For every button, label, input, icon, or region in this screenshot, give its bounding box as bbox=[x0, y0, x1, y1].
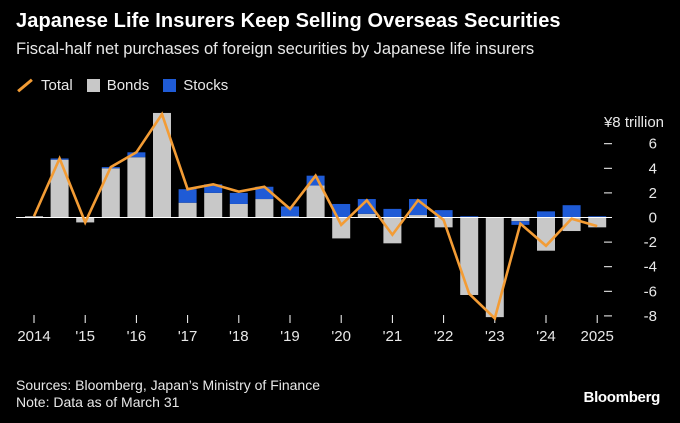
x-tick-label: '23 bbox=[485, 328, 505, 345]
chart-area: 6 4 2 0 -2 -4 -6 -8 2014 '15 '16 '17 '18 '19 '20 '21 '22… bbox=[16, 111, 664, 345]
stocks-bar bbox=[229, 192, 248, 204]
stocks-bar bbox=[434, 210, 453, 218]
bonds-bar bbox=[153, 112, 171, 218]
stocks-bar bbox=[588, 216, 607, 218]
bonds-bar bbox=[357, 213, 376, 218]
bonds-bar bbox=[383, 217, 402, 244]
legend-item-stocks: Stocks bbox=[163, 77, 228, 94]
x-tick-label: '15 bbox=[75, 328, 95, 345]
x-tick-label: 2025 bbox=[581, 328, 614, 345]
bonds-bar bbox=[460, 217, 479, 295]
axis-ticks: 6 4 2 0 -2 -4 -6 -8 2014 '15 '16 '17 '18 '19 '20 '21 '22… bbox=[17, 136, 657, 345]
bonds-bar bbox=[229, 203, 248, 218]
stocks-bar bbox=[127, 152, 146, 158]
chart-subtitle: Fiscal-half net purchases of foreign sec… bbox=[16, 40, 535, 58]
bonds-bar bbox=[127, 157, 146, 218]
bonds-bar bbox=[25, 216, 43, 218]
x-tick-label: '18 bbox=[229, 328, 249, 345]
bonds-bar bbox=[485, 217, 504, 318]
stocks-bar bbox=[204, 184, 223, 193]
y-tick-label: 2 bbox=[649, 185, 657, 202]
bonds-bar bbox=[281, 216, 299, 218]
x-tick-label: '20 bbox=[331, 328, 351, 345]
bonds-bar bbox=[306, 185, 325, 218]
bonds-bar bbox=[50, 159, 69, 218]
stocks-bar bbox=[281, 206, 299, 217]
bonds-bar bbox=[255, 199, 274, 218]
legend-line-swatch bbox=[17, 78, 33, 93]
sources-text: Sources: Bloomberg, Japan’s Ministry of … bbox=[16, 377, 320, 393]
y-tick-label: -6 bbox=[644, 283, 657, 300]
legend: Total Bonds Stocks bbox=[16, 77, 242, 94]
bonds-bar bbox=[332, 217, 351, 239]
total-series-line bbox=[32, 111, 598, 321]
bonds-bar bbox=[178, 202, 197, 218]
legend-label-stocks: Stocks bbox=[183, 77, 229, 94]
x-tick-label: '21 bbox=[383, 328, 403, 345]
x-tick-label: '19 bbox=[280, 328, 300, 345]
stocks-bar bbox=[562, 205, 581, 218]
legend-label-total: Total bbox=[41, 77, 73, 94]
bonds-bar bbox=[588, 217, 607, 228]
x-tick-label: '16 bbox=[127, 328, 147, 345]
y-tick-label: 0 bbox=[649, 210, 657, 227]
note-text: Note: Data as of March 31 bbox=[16, 394, 180, 410]
y-axis-unit-label: ¥8 trillion bbox=[603, 114, 664, 131]
x-tick-label: '24 bbox=[536, 328, 556, 345]
x-tick-label: '22 bbox=[434, 328, 454, 345]
bonds-bar bbox=[511, 217, 530, 222]
legend-item-total: Total bbox=[16, 77, 73, 94]
y-tick-label: 6 bbox=[649, 136, 657, 153]
bonds-bar bbox=[409, 215, 427, 218]
y-tick-label: -8 bbox=[644, 308, 657, 325]
legend-stocks-swatch bbox=[163, 79, 177, 92]
bonds-bar bbox=[101, 168, 120, 218]
x-tick-label: 2014 bbox=[17, 328, 50, 345]
x-tick-label: '17 bbox=[178, 328, 198, 345]
stocks-bar bbox=[537, 211, 555, 218]
chart-title: Japanese Life Insurers Keep Selling Over… bbox=[16, 10, 561, 32]
stocks-bar bbox=[383, 208, 402, 218]
bonds-bar bbox=[204, 192, 223, 218]
y-tick-label: -4 bbox=[644, 259, 657, 276]
legend-item-bonds: Bonds bbox=[86, 77, 150, 94]
bar-layer bbox=[25, 112, 607, 318]
stocks-bar bbox=[306, 175, 325, 186]
y-tick-label: -2 bbox=[644, 234, 657, 251]
stocks-bar bbox=[357, 199, 376, 214]
footer: Sources: Bloomberg, Japan’s Ministry of … bbox=[16, 377, 320, 411]
legend-bonds-swatch bbox=[86, 79, 100, 92]
stocks-bar bbox=[460, 216, 479, 218]
stocks-bar bbox=[178, 189, 197, 203]
legend-label-bonds: Bonds bbox=[106, 77, 150, 94]
bloomberg-logo: Bloomberg bbox=[583, 389, 661, 406]
y-tick-label: 4 bbox=[649, 160, 657, 177]
